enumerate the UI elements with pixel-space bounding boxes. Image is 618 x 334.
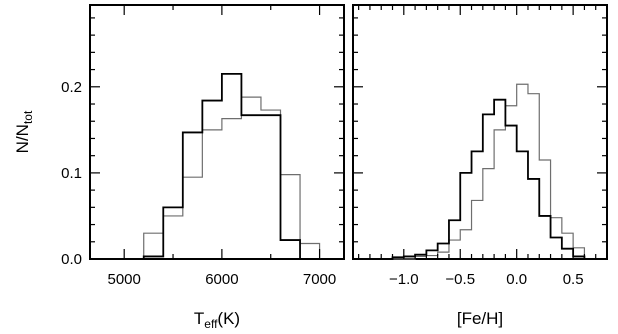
- y-tick-label: 0.1: [61, 165, 82, 182]
- teff-x-tick-label: 6000: [205, 271, 238, 288]
- feh-x-tick-label: −0.5: [445, 271, 475, 288]
- y-axis-label: N/Ntot: [13, 110, 35, 153]
- teff-x-tick-label: 5000: [108, 271, 141, 288]
- teff-histogram-series-black: [90, 72, 320, 260]
- feh-ticks: −1.0 −0.5 0.0 0.5: [353, 5, 608, 288]
- feh-panel: −1.0 −0.5 0.0 0.5 [Fe/H]: [352, 4, 608, 328]
- feh-histograms: [353, 83, 607, 260]
- y-tick-label: 0.2: [61, 79, 82, 96]
- feh-histogram-series-gray: [353, 83, 607, 260]
- teff-ticks: 5000 6000 7000 0.0 0.1 0.2: [61, 5, 344, 288]
- teff-histograms: [90, 72, 321, 260]
- feh-histogram-series-black: [353, 98, 607, 260]
- feh-x-axis-label: [Fe/H]: [457, 309, 503, 328]
- y-label-sub: tot: [21, 110, 35, 124]
- y-label-main: N/N: [13, 124, 32, 153]
- teff-panel-frame: [89, 4, 345, 260]
- y-tick-label: 0.0: [61, 251, 82, 268]
- teff-x-label-tail: (K): [217, 309, 240, 328]
- teff-x-axis-label: Teff(K): [194, 309, 240, 331]
- feh-panel-frame: [352, 4, 608, 260]
- feh-x-tick-label: 0.5: [563, 271, 584, 288]
- feh-x-tick-label: −1.0: [389, 271, 419, 288]
- teff-panel: 5000 6000 7000 0.0 0.1 0.2 Teff(K) N/Ntot: [13, 4, 345, 331]
- feh-x-tick-label: 0.0: [506, 271, 527, 288]
- teff-x-label-main: T: [194, 309, 204, 328]
- teff-x-label-sub: eff: [204, 317, 218, 331]
- teff-x-tick-label: 7000: [303, 271, 336, 288]
- teff-histogram-series-gray: [90, 96, 321, 260]
